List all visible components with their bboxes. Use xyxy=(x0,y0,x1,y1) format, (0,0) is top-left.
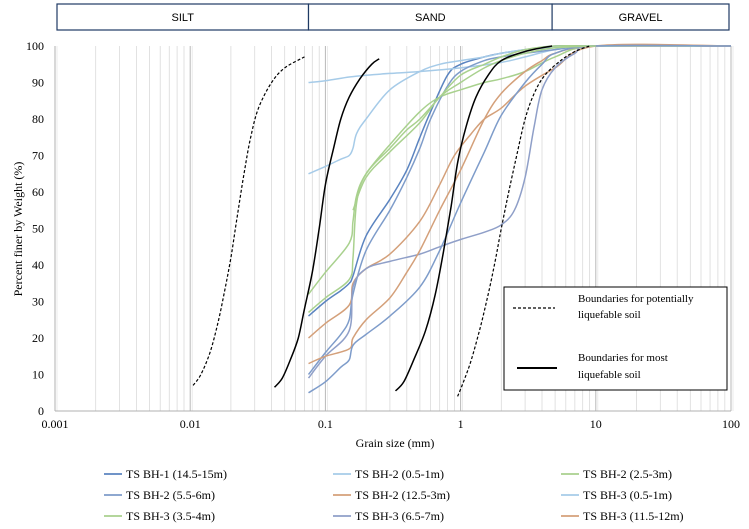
y-tick-label: 80 xyxy=(32,112,44,126)
series-line-7 xyxy=(308,44,731,313)
x-tick-label: 0.01 xyxy=(180,417,201,431)
series-line-4 xyxy=(307,44,732,375)
band-label-silt: SILT xyxy=(172,12,195,24)
y-tick-label: 40 xyxy=(32,258,44,272)
y-tick-label: 90 xyxy=(32,76,44,90)
band-sand xyxy=(307,3,553,31)
x-tick-label: 100 xyxy=(722,417,740,431)
series-line-11 xyxy=(352,45,596,211)
x-tick-label: 1 xyxy=(458,417,464,431)
soil-classification-bands: SILT SAND GRAVEL xyxy=(56,3,730,31)
y-tick-label: 0 xyxy=(38,404,44,418)
x-tick-label: 0.001 xyxy=(42,417,69,431)
series-line-10 xyxy=(308,44,732,394)
series-line-6 xyxy=(308,45,732,175)
band-label-sand: SAND xyxy=(415,12,446,24)
legend-label: TS BH-3 (3.5-4m) xyxy=(126,509,215,523)
series-line-3 xyxy=(307,44,732,295)
tick-labels: 0.001 0.01 0.1 1 10 100 0 10 20 30 40 50 60 70 80 90 100 xyxy=(26,39,740,431)
legend-label: TS BH-3 (0.5-1m) xyxy=(583,488,672,502)
boundary-dashed-1 xyxy=(192,56,305,386)
legend-label: TS BH-2 (12.5-3m) xyxy=(355,488,450,502)
legend-text-potentially-1: Boundaries for potentially xyxy=(578,293,694,305)
y-tick-label: 20 xyxy=(32,331,44,345)
legend-label: TS BH-3 (11.5-12m) xyxy=(583,509,684,523)
x-tick-label: 0.1 xyxy=(318,417,333,431)
boundary-solid-2 xyxy=(394,45,553,392)
y-axis-title: Percent finer by Weight (%) xyxy=(11,162,25,297)
series-legend: TS BH-1 (14.5-15m) TS BH-2 (0.5-1m) TS BH-… xyxy=(104,467,684,523)
legend-text-most-2: liquefable soil xyxy=(578,369,641,381)
y-tick-label: 70 xyxy=(32,149,44,163)
y-tick-label: 30 xyxy=(32,295,44,309)
y-tick-label: 60 xyxy=(32,185,44,199)
x-axis-title: Grain size (mm) xyxy=(356,436,435,450)
series-lines xyxy=(307,43,732,394)
legend-label: TS BH-2 (0.5-1m) xyxy=(355,467,444,481)
legend-label: TS BH-3 (6.5-7m) xyxy=(355,509,444,523)
x-tick-label: 10 xyxy=(590,417,602,431)
legend-label: TS BH-1 (14.5-15m) xyxy=(126,467,227,481)
band-silt xyxy=(56,3,310,31)
band-label-gravel: GRAVEL xyxy=(619,12,663,24)
boundary-legend-box: Boundaries for potentially liquefable so… xyxy=(503,286,728,391)
y-tick-label: 50 xyxy=(32,222,44,236)
boundary-solid-1 xyxy=(273,58,380,388)
legend-label: TS BH-2 (2.5-3m) xyxy=(583,467,672,481)
legend-label: TS BH-2 (5.5-6m) xyxy=(126,488,215,502)
legend-text-potentially-2: liquefable soil xyxy=(578,309,641,321)
series-line-8 xyxy=(307,44,732,379)
series-line-1 xyxy=(308,44,731,317)
boundary-lines xyxy=(192,45,590,397)
band-gravel xyxy=(551,3,730,31)
legend-text-most-1: Boundaries for most xyxy=(578,352,668,364)
y-tick-label: 10 xyxy=(32,368,44,382)
y-tick-label: 100 xyxy=(26,39,44,53)
